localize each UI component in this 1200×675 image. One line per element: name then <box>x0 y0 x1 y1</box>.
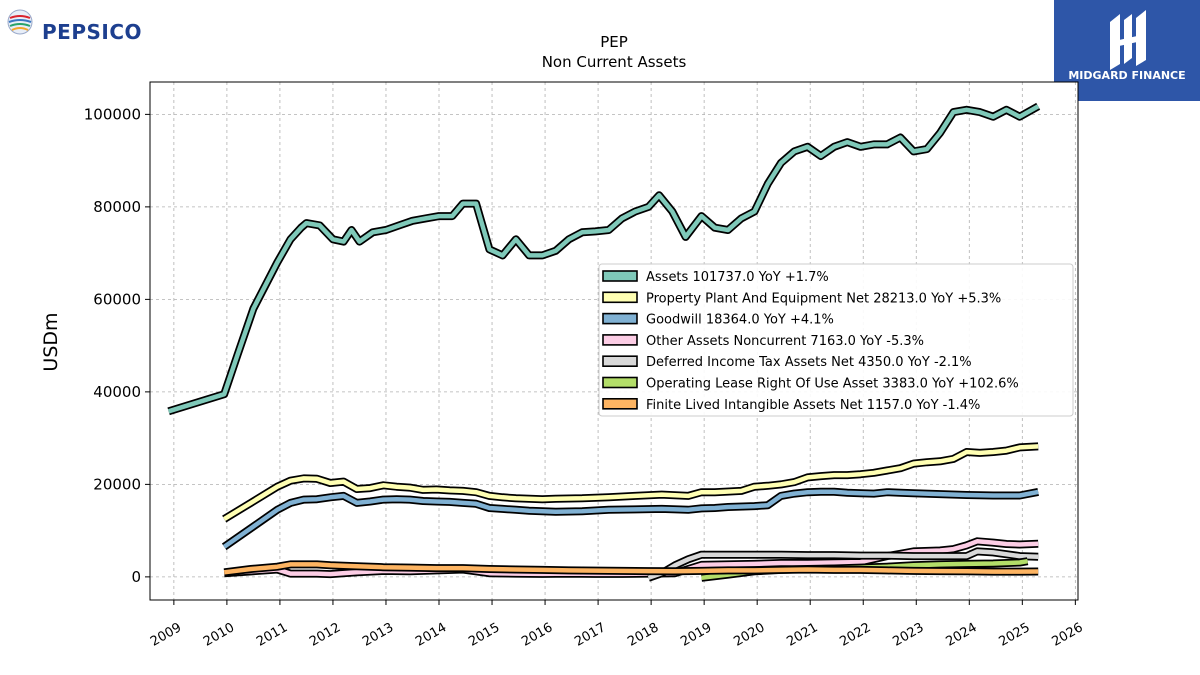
x-tick-label: 2010 <box>201 620 237 650</box>
x-tick-label: 2022 <box>837 620 873 650</box>
x-tick-label: 2023 <box>890 620 926 650</box>
series-line <box>647 547 1039 582</box>
pepsico-globe-icon <box>7 9 33 35</box>
x-tick-label: 2024 <box>943 620 979 650</box>
chart-subtitle: Non Current Assets <box>542 53 687 71</box>
chart-title: PEP <box>600 33 628 51</box>
x-tick-label: 2011 <box>254 620 290 650</box>
y-tick-label: 0 <box>131 568 141 586</box>
x-tick-label: 2020 <box>731 620 767 650</box>
x-tick-label: 2014 <box>413 620 449 650</box>
series-line-fill <box>223 562 1039 575</box>
x-tick-label: 2015 <box>466 620 502 650</box>
y-tick-label: 100000 <box>84 105 141 123</box>
y-tick-label: 40000 <box>93 383 141 401</box>
legend-swatch <box>602 312 638 325</box>
legend-entry: Operating Lease Right Of Use Asset 3383.… <box>646 377 1019 392</box>
y-tick-label: 20000 <box>93 475 141 493</box>
x-tick-label: 2026 <box>1050 620 1086 650</box>
pepsico-brand-text: PEPSICO <box>42 20 143 44</box>
legend-swatch <box>602 376 638 389</box>
series-line-fill <box>167 104 1040 414</box>
x-tick-label: 2012 <box>307 620 343 650</box>
x-tick-label: 2017 <box>572 620 608 650</box>
plot-frame <box>149 81 1079 601</box>
x-tick-label: 2016 <box>519 620 555 650</box>
legend-entry: Deferred Income Tax Assets Net 4350.0 Yo… <box>646 355 972 370</box>
x-tick-label: 2025 <box>996 620 1032 650</box>
series-line <box>221 487 1039 551</box>
series-line <box>167 102 1041 416</box>
x-tick-label: 2013 <box>360 620 396 650</box>
legend-swatch <box>602 334 638 346</box>
y-tick-label: 80000 <box>93 198 141 216</box>
legend-entry: Finite Lived Intangible Assets Net 1157.… <box>646 398 980 413</box>
series-line-fill <box>223 444 1039 522</box>
series-line <box>223 560 1039 577</box>
legend-entry: Assets 101737.0 YoY +1.7% <box>646 270 829 285</box>
pepsico-logo: PEPSICO <box>6 8 176 48</box>
series-line-fill <box>222 489 1039 549</box>
legend-swatch <box>602 397 638 410</box>
legend-entry: Other Assets Noncurrent 7163.0 YoY -5.3% <box>646 334 924 349</box>
x-tick-label: 2018 <box>625 620 661 650</box>
legend-entry: Property Plant And Equipment Net 28213.0… <box>646 291 1001 306</box>
series-lines <box>167 102 1041 582</box>
midgard-brand-text: MIDGARD FINANCE <box>1068 69 1186 82</box>
x-tick-label: 2021 <box>784 620 820 650</box>
legend-box <box>598 263 1074 417</box>
midgard-emblem-icon <box>1110 10 1146 70</box>
legend: Assets 101737.0 YoY +1.7% Property Plant … <box>598 263 1074 417</box>
series-line <box>222 442 1039 523</box>
x-tick-label: 2019 <box>678 620 714 650</box>
y-tick-label: 60000 <box>93 290 141 308</box>
legend-swatch <box>602 270 638 282</box>
legend-swatch <box>602 291 638 304</box>
y-axis-label: USDm <box>40 312 62 371</box>
x-tick-label: 2009 <box>148 620 184 650</box>
legend-swatch <box>602 355 638 368</box>
midgard-finance-logo: MIDGARD FINANCE <box>1054 0 1200 101</box>
series-line-fill <box>647 549 1039 580</box>
legend-entry: Goodwill 18364.0 YoY +4.1% <box>646 313 834 328</box>
